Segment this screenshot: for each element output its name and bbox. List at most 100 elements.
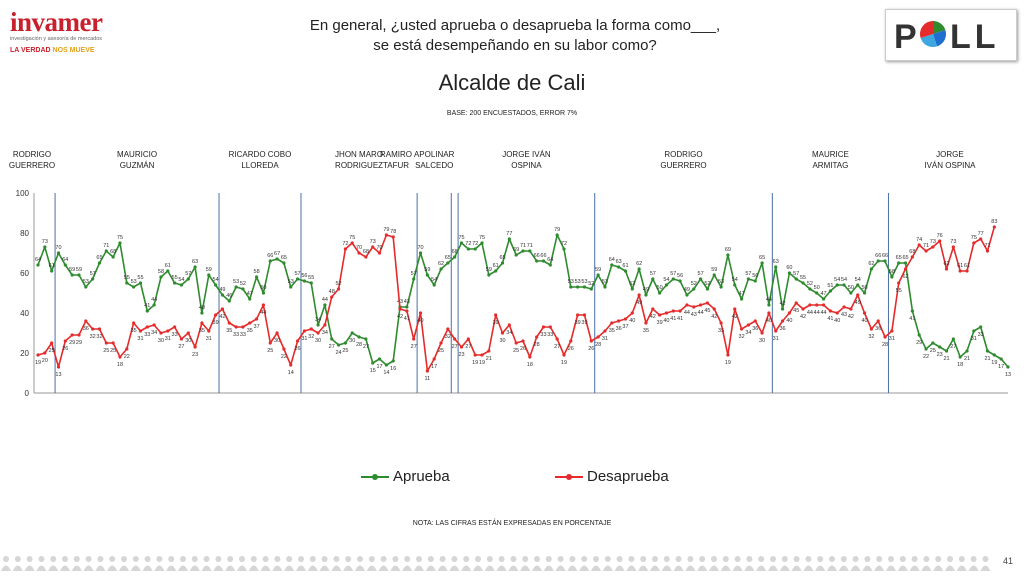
data-label: 17 [376,364,382,370]
data-label: 62 [902,274,908,280]
data-point [582,313,587,317]
data-point [931,245,935,249]
data-point [179,337,184,341]
data-label: 44 [821,310,827,316]
mayor-label: TAFUR [383,161,409,170]
data-point [808,287,812,291]
data-label: 27 [950,344,956,350]
data-label: 21 [486,356,492,362]
data-point [576,285,580,289]
data-point [309,281,313,285]
data-label: 22 [281,354,287,360]
data-point [350,241,354,245]
data-point [43,351,47,355]
data-label: 30 [759,338,765,344]
data-label: 31 [889,336,895,342]
data-point [678,309,682,313]
data-point [466,247,470,251]
data-label: 27 [452,344,458,350]
footnote: NOTA: LAS CIFRAS ESTÁN EXPRESADAS EN POR… [412,520,612,527]
data-point [862,311,867,315]
data-point [364,337,368,341]
data-label: 17 [998,364,1004,370]
data-point [63,339,67,343]
data-point [938,345,942,349]
data-label: 32 [90,334,96,340]
data-label: 63 [616,259,622,265]
data-label: 41 [404,316,410,322]
data-point [507,323,511,327]
data-point [275,257,279,261]
data-label: 39 [575,320,581,326]
data-label: 49 [684,287,690,293]
data-label: 41 [909,316,915,322]
data-label: 65 [896,255,902,261]
data-point [104,249,108,253]
data-label: 41 [144,303,150,309]
data-label: 70 [417,245,423,251]
data-point [972,241,976,245]
data-point [473,247,477,251]
mayor-label: RODRIGO [13,150,51,159]
data-label: 35 [718,328,724,334]
y-tick-label: 20 [20,349,29,358]
data-point [357,251,361,255]
data-label: 36 [752,326,758,332]
data-label: 34 [322,330,328,336]
data-label: 33 [172,332,178,338]
data-point [856,293,860,297]
data-point [897,261,901,265]
y-tick-label: 0 [25,389,30,398]
data-point [787,311,792,315]
data-label: 40 [663,318,669,324]
chart-area: 0 20 40 60 80 100 RODRIGO GUERRERO MAURICIO GUZMÁ… [0,140,1024,470]
data-label: 43 [691,312,697,318]
data-label: 36 [780,326,786,332]
data-label: 23 [937,352,943,358]
data-label: 15 [370,368,376,374]
data-label: 43 [404,299,410,305]
data-label: 64 [62,257,68,263]
data-point [125,347,129,351]
data-label: 47 [821,291,827,297]
data-label: 64 [609,257,615,263]
data-point [50,269,54,273]
data-point [104,341,108,345]
data-label: 28 [534,342,540,348]
data-point [234,325,238,329]
data-point [487,273,491,277]
data-label: 35 [226,328,232,334]
data-point [528,355,532,359]
data-label: 44 [807,310,813,316]
page-number: 41 [1003,556,1014,566]
data-point [138,281,143,285]
data-label: 21 [984,356,990,362]
data-label: 75 [349,235,355,241]
data-label: 62 [438,261,444,267]
data-label: 29 [76,340,82,346]
data-label: 62 [868,261,874,267]
data-point [658,313,662,317]
data-label: 42 [650,314,656,320]
data-point [425,369,429,373]
data-point [753,279,757,283]
data-label: 35 [643,328,649,334]
data-point [514,253,518,257]
data-point [1006,365,1010,369]
data-point [152,303,156,307]
data-point [193,345,197,349]
data-point [815,303,819,307]
data-label: 49 [636,300,642,306]
data-point [664,311,669,315]
question-line-2: se está desempeñando en su labor como? [373,37,657,54]
data-label: 61 [49,263,55,269]
data-point [494,269,498,273]
data-label: 49 [643,287,649,293]
data-label: 57 [185,271,191,277]
data-point [159,275,163,279]
data-label: 73 [42,239,48,245]
data-label: 53 [288,279,294,285]
data-label: 30 [158,338,164,344]
data-point [569,339,573,343]
data-point [958,269,962,273]
